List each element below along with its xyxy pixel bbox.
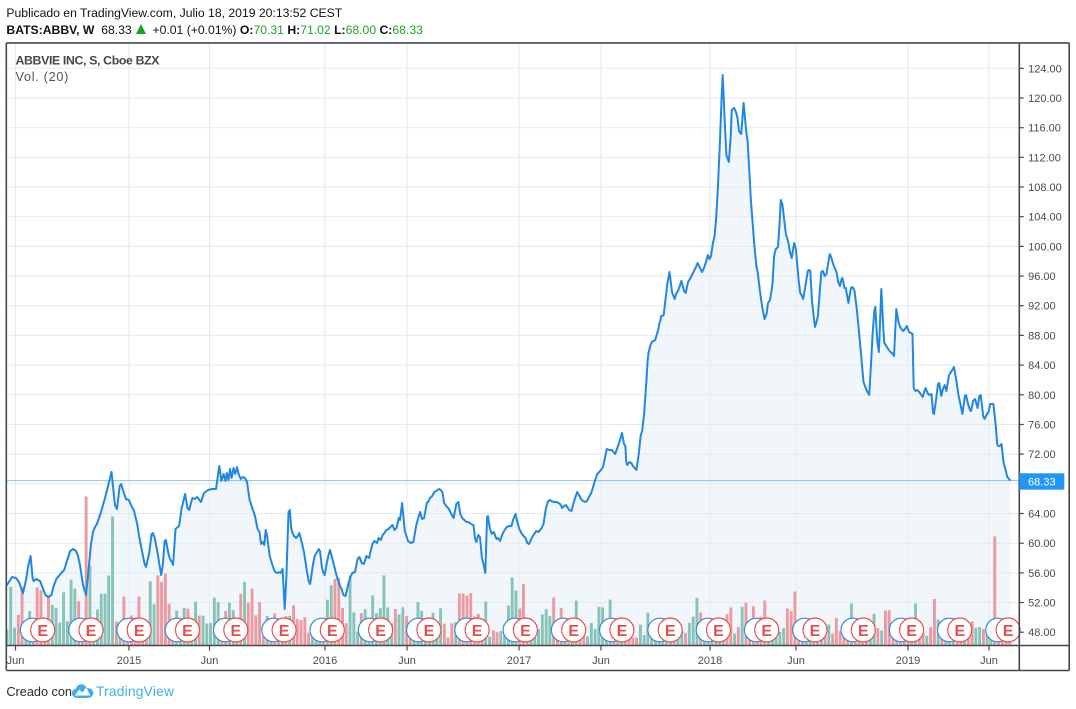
svg-text:48.00: 48.00 [1028,627,1056,639]
svg-text:112.00: 112.00 [1028,152,1061,164]
svg-text:Jun: Jun [980,655,998,667]
svg-text:2019: 2019 [896,655,920,667]
svg-text:E: E [858,623,869,640]
svg-text:2018: 2018 [698,655,722,667]
svg-text:E: E [424,623,435,640]
svg-text:E: E [86,623,97,640]
svg-text:E: E [37,623,48,640]
svg-text:116.00: 116.00 [1028,123,1061,135]
svg-text:Jun: Jun [7,655,25,667]
svg-text:96.00: 96.00 [1028,271,1056,283]
svg-text:E: E [713,623,724,640]
svg-text:88.00: 88.00 [1028,330,1056,342]
svg-text:E: E [134,623,145,640]
svg-text:72.00: 72.00 [1028,449,1056,461]
svg-text:60.00: 60.00 [1028,538,1056,550]
svg-text:84.00: 84.00 [1028,360,1056,372]
svg-text:E: E [761,623,772,640]
svg-text:E: E [906,623,917,640]
svg-text:Vol. (20): Vol. (20) [16,70,70,84]
svg-text:E: E [230,623,241,640]
svg-text:E: E [665,623,676,640]
svg-text:Jun: Jun [787,655,805,667]
svg-text:E: E [810,623,821,640]
svg-text:120.00: 120.00 [1028,93,1062,105]
svg-text:80.00: 80.00 [1028,390,1056,402]
svg-text:76.00: 76.00 [1028,420,1056,432]
svg-text:52.00: 52.00 [1028,598,1056,610]
svg-text:124.00: 124.00 [1028,63,1062,75]
svg-text:E: E [327,623,338,640]
svg-text:64.00: 64.00 [1028,509,1056,521]
svg-text:E: E [375,623,386,640]
svg-text:Jun: Jun [398,655,416,667]
svg-text:68.33: 68.33 [1028,476,1056,488]
svg-text:E: E [617,623,628,640]
svg-text:100.00: 100.00 [1028,241,1062,253]
svg-text:E: E [182,623,193,640]
svg-text:92.00: 92.00 [1028,301,1056,313]
svg-text:2016: 2016 [313,655,337,667]
svg-text:2015: 2015 [117,655,141,667]
svg-text:108.00: 108.00 [1028,182,1062,194]
svg-text:104.00: 104.00 [1028,212,1062,224]
svg-text:2017: 2017 [507,655,531,667]
svg-text:E: E [568,623,579,640]
svg-text:E: E [279,623,290,640]
svg-text:E: E [520,623,531,640]
svg-text:Jun: Jun [592,655,610,667]
svg-text:Jun: Jun [201,655,219,667]
svg-text:E: E [954,623,965,640]
svg-text:56.00: 56.00 [1028,568,1056,580]
svg-text:E: E [1003,623,1014,640]
svg-text:E: E [472,623,483,640]
svg-text:ABBVIE INC, S, Cboe BZX: ABBVIE INC, S, Cboe BZX [16,54,161,68]
